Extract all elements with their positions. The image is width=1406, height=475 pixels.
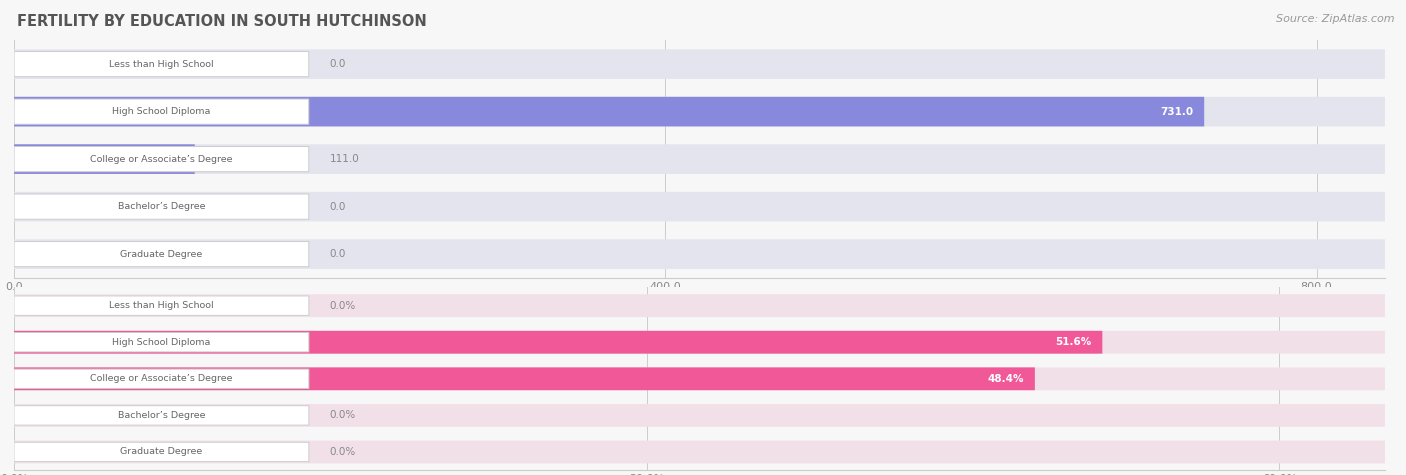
Text: 0.0: 0.0 <box>329 249 346 259</box>
FancyBboxPatch shape <box>14 97 1385 126</box>
FancyBboxPatch shape <box>14 146 309 172</box>
Text: Source: ZipAtlas.com: Source: ZipAtlas.com <box>1277 14 1395 24</box>
Text: College or Associate’s Degree: College or Associate’s Degree <box>90 374 232 383</box>
FancyBboxPatch shape <box>14 239 1385 269</box>
FancyBboxPatch shape <box>14 331 1102 354</box>
FancyBboxPatch shape <box>14 144 1385 174</box>
Text: High School Diploma: High School Diploma <box>112 107 211 116</box>
FancyBboxPatch shape <box>14 406 309 425</box>
Text: Bachelor’s Degree: Bachelor’s Degree <box>118 411 205 420</box>
Text: 0.0: 0.0 <box>329 201 346 212</box>
Text: 0.0%: 0.0% <box>329 410 356 420</box>
Text: 111.0: 111.0 <box>329 154 359 164</box>
FancyBboxPatch shape <box>14 369 309 389</box>
Text: Less than High School: Less than High School <box>110 60 214 68</box>
FancyBboxPatch shape <box>14 194 309 219</box>
FancyBboxPatch shape <box>14 367 1035 390</box>
FancyBboxPatch shape <box>14 49 1385 79</box>
Text: 0.0: 0.0 <box>329 59 346 69</box>
Text: High School Diploma: High School Diploma <box>112 338 211 347</box>
FancyBboxPatch shape <box>14 367 1385 390</box>
FancyBboxPatch shape <box>14 404 1385 427</box>
Text: FERTILITY BY EDUCATION IN SOUTH HUTCHINSON: FERTILITY BY EDUCATION IN SOUTH HUTCHINS… <box>17 14 426 29</box>
Text: 731.0: 731.0 <box>1160 106 1194 117</box>
FancyBboxPatch shape <box>14 296 309 315</box>
FancyBboxPatch shape <box>14 331 1385 354</box>
FancyBboxPatch shape <box>14 97 1204 126</box>
FancyBboxPatch shape <box>14 440 1385 464</box>
FancyBboxPatch shape <box>14 51 309 77</box>
Text: Less than High School: Less than High School <box>110 301 214 310</box>
Text: 48.4%: 48.4% <box>987 374 1024 384</box>
Text: 0.0%: 0.0% <box>329 447 356 457</box>
Text: Graduate Degree: Graduate Degree <box>121 250 202 258</box>
Text: 0.0%: 0.0% <box>329 301 356 311</box>
Text: College or Associate’s Degree: College or Associate’s Degree <box>90 155 232 163</box>
Text: 51.6%: 51.6% <box>1054 337 1091 347</box>
FancyBboxPatch shape <box>14 332 309 352</box>
FancyBboxPatch shape <box>14 144 195 174</box>
FancyBboxPatch shape <box>14 442 309 462</box>
Text: Graduate Degree: Graduate Degree <box>121 447 202 456</box>
FancyBboxPatch shape <box>14 99 309 124</box>
FancyBboxPatch shape <box>14 294 1385 317</box>
FancyBboxPatch shape <box>14 241 309 267</box>
Text: Bachelor’s Degree: Bachelor’s Degree <box>118 202 205 211</box>
FancyBboxPatch shape <box>14 192 1385 221</box>
